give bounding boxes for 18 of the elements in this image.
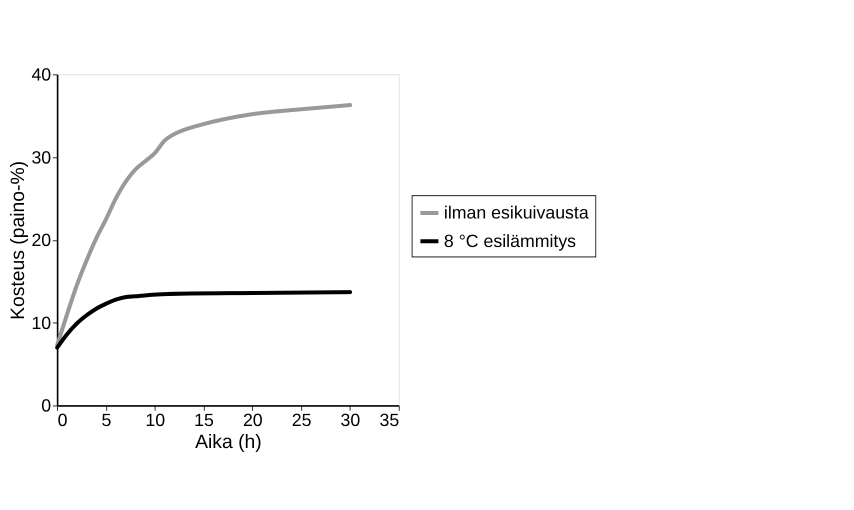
- y-tick-label: 40: [31, 64, 52, 84]
- x-tick-label: 5: [101, 410, 112, 430]
- legend-label: ilman esikuivausta: [444, 202, 589, 223]
- x-tick-label: 0: [58, 410, 68, 430]
- x-tick-label: 25: [292, 410, 312, 430]
- y-axis-title: Kosteus (paino-%): [8, 160, 30, 320]
- y-tick-label: 30: [31, 147, 52, 168]
- y-tick-label: 10: [31, 312, 52, 333]
- x-axis-title: Aika (h): [195, 432, 262, 453]
- x-tick-label: 10: [145, 410, 166, 430]
- line-series: [55, 103, 352, 348]
- x-tick-label: 15: [194, 410, 214, 430]
- x-tick-label: 35: [379, 410, 400, 430]
- x-tick-label: 20: [242, 410, 263, 430]
- y-tick-label: 0: [41, 396, 52, 416]
- x-tick-label: 30: [340, 410, 360, 430]
- legend-label: 8 °C esilämmitys: [444, 230, 576, 251]
- y-tick-label: 20: [31, 230, 52, 250]
